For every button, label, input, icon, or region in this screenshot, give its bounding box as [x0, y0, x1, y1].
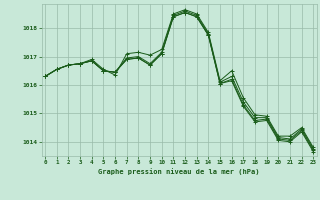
X-axis label: Graphe pression niveau de la mer (hPa): Graphe pression niveau de la mer (hPa) — [99, 168, 260, 175]
